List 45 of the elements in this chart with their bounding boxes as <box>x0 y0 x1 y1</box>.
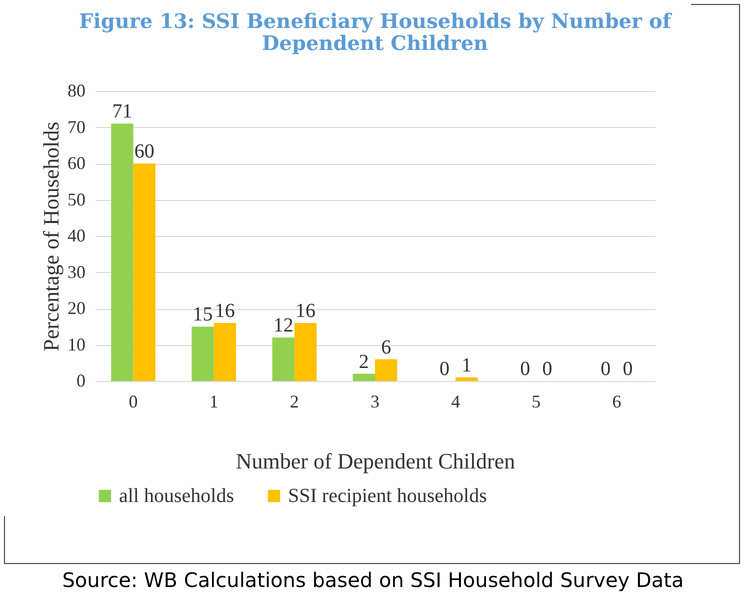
data-label: 6 <box>381 336 392 358</box>
bar <box>272 338 294 381</box>
bar <box>294 323 317 381</box>
y-tick-label: 40 <box>68 226 86 246</box>
y-tick-label: 20 <box>68 298 86 318</box>
data-label: 0 <box>622 358 633 380</box>
y-tick-label: 70 <box>68 116 86 137</box>
data-label: 16 <box>296 300 316 322</box>
bar <box>352 374 375 381</box>
x-tick-label: 1 <box>209 392 218 412</box>
data-label: 71 <box>112 100 132 123</box>
source-note: Source: WB Calculations based on SSI Household Survey Data <box>61 568 685 592</box>
data-label: 12 <box>273 314 294 336</box>
data-label: 0 <box>439 358 450 380</box>
y-tick-label: 0 <box>76 370 86 390</box>
data-label: 16 <box>214 300 235 322</box>
bar <box>111 124 134 381</box>
y-tick-label: 60 <box>68 153 86 173</box>
data-label: 0 <box>600 358 611 380</box>
x-tick-label: 5 <box>532 392 541 412</box>
bar <box>375 359 398 381</box>
y-tick-label: 80 <box>68 80 86 100</box>
y-tick-label: 10 <box>68 334 86 354</box>
data-label: 1 <box>462 354 472 376</box>
bar <box>192 326 214 381</box>
x-tick-label: 6 <box>612 392 622 412</box>
data-label: 60 <box>134 140 154 162</box>
data-label: 15 <box>192 304 213 326</box>
bar <box>133 164 156 381</box>
data-label: 0 <box>520 358 530 380</box>
y-tick-label: 50 <box>68 189 86 210</box>
x-tick-label: 4 <box>451 392 460 412</box>
y-axis-title: Percentage of Households <box>38 122 64 352</box>
bar <box>214 323 236 381</box>
bar <box>456 377 478 381</box>
x-tick-label: 0 <box>128 392 138 412</box>
x-axis-title: Number of Dependent Children <box>236 448 516 474</box>
data-label: 2 <box>358 350 369 373</box>
chart-title: Figure 13: SSI Beneficiary Households by Number of Dependent Children <box>79 9 672 55</box>
x-tick-label: 3 <box>370 392 380 412</box>
data-label: 0 <box>542 358 552 380</box>
y-tick-label: 30 <box>68 262 86 282</box>
legend-label: SSI recipient households <box>288 485 488 507</box>
legend-label: all households <box>119 485 234 507</box>
x-tick-label: 2 <box>290 392 299 412</box>
